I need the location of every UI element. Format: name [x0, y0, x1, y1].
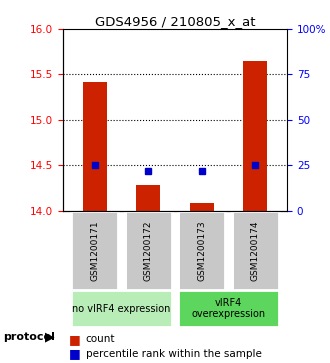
Text: ■: ■: [69, 347, 81, 360]
Bar: [178, 211, 225, 290]
Text: GSM1200172: GSM1200172: [144, 220, 153, 281]
Title: GDS4956 / 210805_x_at: GDS4956 / 210805_x_at: [95, 15, 255, 28]
Bar: [83, 82, 107, 211]
Bar: [232, 211, 279, 290]
Bar: [71, 290, 172, 327]
Text: ▶: ▶: [45, 330, 54, 343]
Bar: [243, 61, 267, 211]
Bar: [136, 185, 160, 211]
Bar: [71, 211, 118, 290]
Text: percentile rank within the sample: percentile rank within the sample: [86, 349, 262, 359]
Text: GSM1200173: GSM1200173: [197, 220, 206, 281]
Text: GSM1200174: GSM1200174: [250, 220, 259, 281]
Bar: [125, 211, 172, 290]
Bar: [178, 290, 279, 327]
Text: no vIRF4 expression: no vIRF4 expression: [72, 303, 171, 314]
Text: protocol: protocol: [3, 331, 55, 342]
Text: vIRF4
overexpression: vIRF4 overexpression: [191, 298, 265, 319]
Text: ■: ■: [69, 333, 81, 346]
Text: GSM1200171: GSM1200171: [90, 220, 99, 281]
Text: count: count: [86, 334, 115, 344]
Bar: [190, 203, 214, 211]
